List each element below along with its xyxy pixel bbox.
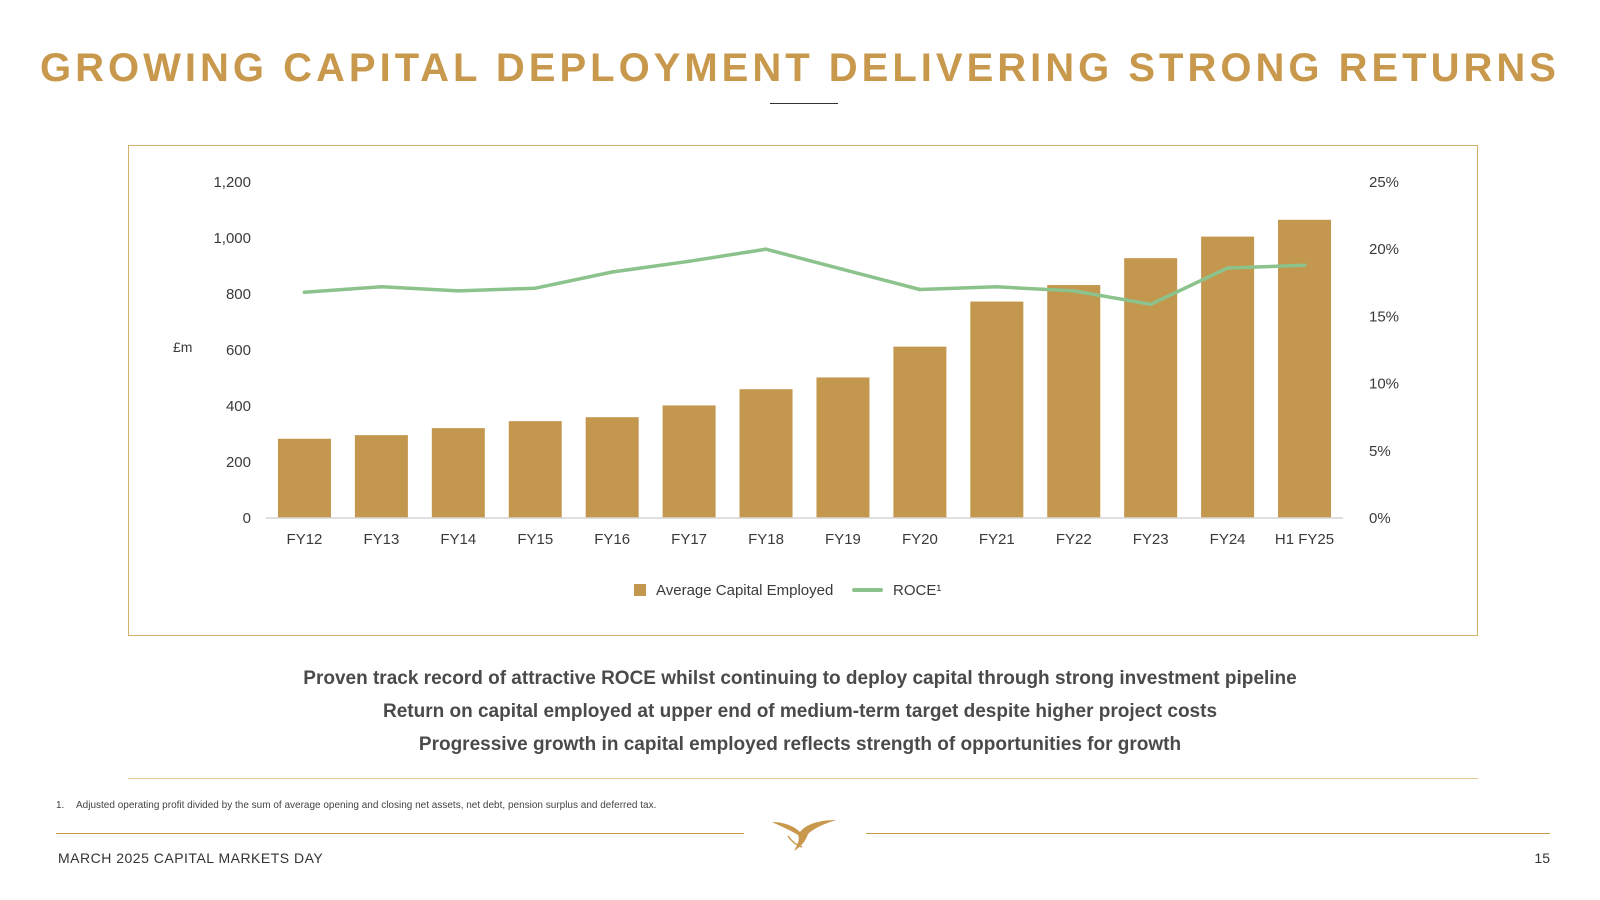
y2-axis-tick-label: 20% (1369, 241, 1399, 258)
roce-line (302, 247, 1307, 307)
x-axis-tick-label: FY13 (363, 531, 399, 548)
separator-line (128, 778, 1478, 779)
key-message: Proven track record of attractive ROCE w… (303, 668, 1297, 689)
y-axis-tick-label: 200 (226, 454, 251, 471)
y2-axis-tick-label: 0% (1369, 510, 1391, 527)
roce-point (302, 290, 307, 295)
footnote-number: 1. (56, 800, 65, 811)
x-axis-tick-label: FY22 (1056, 531, 1092, 548)
bar (662, 405, 716, 518)
bar (585, 417, 639, 518)
y2-axis-tick-label: 10% (1369, 376, 1399, 393)
bar (508, 421, 562, 518)
bar (1201, 236, 1255, 518)
x-axis-tick-label: FY14 (440, 531, 476, 548)
x-axis-tick-label: FY21 (979, 531, 1015, 548)
x-axis-tick-label: FY24 (1210, 531, 1246, 548)
roce-point (1302, 263, 1307, 268)
y-axis-tick-label: 0 (243, 510, 251, 527)
legend-label-bar: Average Capital Employed (656, 582, 833, 599)
y-axis-tick-label: 400 (226, 398, 251, 415)
roce-point (995, 285, 999, 289)
roce-point (379, 285, 384, 289)
y-axis-tick-label: 800 (226, 286, 251, 303)
x-axis-tick-label: H1 FY25 (1275, 531, 1334, 548)
y-axis-tick-label: 600 (226, 342, 251, 359)
key-message: Progressive growth in capital employed r… (418, 734, 1182, 755)
x-axis-tick-label: FY20 (902, 531, 938, 548)
y-axis-title: £m (173, 339, 192, 355)
bar (970, 301, 1024, 518)
roce-point (1071, 289, 1076, 293)
bar (893, 346, 947, 518)
x-axis-tick-label: FY23 (1133, 531, 1169, 548)
roce-point (1225, 266, 1230, 270)
legend-swatch-bar (634, 584, 646, 596)
roce-point (456, 289, 461, 293)
bar (277, 438, 331, 518)
legend-label-line: ROCE¹ (893, 582, 941, 599)
roce-point (841, 267, 845, 272)
key-messages: Proven track record of attractive ROCE w… (0, 664, 1600, 763)
key-message: Return on capital employed at upper end … (382, 701, 1218, 722)
bar (1047, 285, 1101, 518)
roce-point (1148, 302, 1153, 307)
event-label: MARCH 2025 CAPITAL MARKETS DAY (58, 850, 324, 866)
bar (431, 428, 485, 518)
roce-point (918, 287, 922, 292)
bar (1278, 219, 1332, 519)
chart-panel: 0 200 400 600 800 1,000 1,200 0% 5% 10% 15% 20% 25% £… (128, 145, 1478, 636)
roce-point (610, 270, 614, 274)
y2-axis-tick-label: 15% (1369, 308, 1399, 325)
title-underline (770, 103, 838, 104)
bird-logo-icon (772, 820, 836, 851)
footnote-text: Adjusted operating profit divided by the… (76, 800, 657, 811)
roce-point (533, 286, 538, 290)
footnote: 1. Adjusted operating profit divided by t… (56, 800, 656, 811)
x-axis-tick-label: FY12 (287, 531, 323, 548)
footer-line-right (866, 833, 1550, 834)
page-number: 15 (1534, 850, 1550, 866)
y-axis-tick-label: 1,200 (213, 174, 251, 191)
y-axis-tick-label: 1,000 (213, 230, 251, 247)
y2-axis-tick-label: 5% (1369, 443, 1391, 460)
footer-line-left (56, 833, 744, 834)
bar (354, 435, 408, 518)
roce-point (687, 259, 691, 264)
x-axis-tick-label: FY18 (748, 531, 784, 548)
bar (816, 377, 870, 518)
bar (739, 389, 793, 518)
x-axis-tick-label: FY16 (594, 531, 630, 548)
x-axis-tick-label: FY17 (671, 531, 707, 548)
roce-point (764, 247, 768, 251)
combo-chart: 0 200 400 600 800 1,000 1,200 0% 5% 10% 15% 20% 25% £… (173, 174, 1399, 599)
y2-axis-tick-label: 25% (1369, 174, 1399, 191)
x-axis-tick-label: FY19 (825, 531, 861, 548)
page-title: GROWING CAPITAL DEPLOYMENT DELIVERING ST… (40, 46, 1560, 90)
x-axis-tick-label: FY15 (517, 531, 553, 548)
